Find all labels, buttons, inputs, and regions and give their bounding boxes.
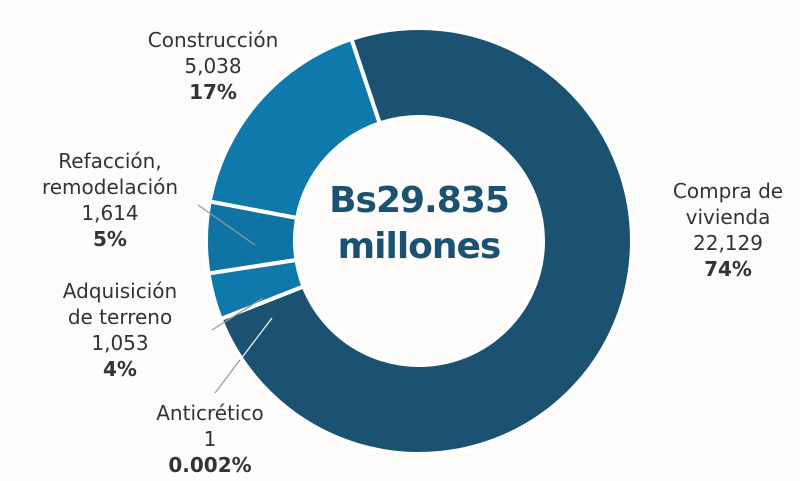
slice-label: Compra de vivienda 22,129 74% (653, 178, 800, 282)
center-label: Bs29.835 millones (329, 180, 510, 267)
leader-line (211, 297, 264, 331)
percent-label: 5% (93, 227, 127, 251)
slice-label: Adquisición de terreno 1,053 4% (50, 278, 190, 382)
slice-label: Anticrético 1 0.002% (125, 400, 295, 478)
value-label: 22,129 (693, 231, 763, 255)
value-label: 1,614 (81, 201, 139, 225)
percent-label: 4% (103, 357, 137, 381)
slice (218, 26, 634, 456)
category: Adquisición de terreno (62, 279, 178, 329)
percent-label: 0.002% (168, 453, 252, 477)
percent-label: 74% (704, 257, 752, 281)
category: Compra de vivienda (672, 179, 784, 229)
category: Anticrético (156, 401, 264, 425)
category: Refacción, remodelación (41, 149, 179, 199)
leader-line (197, 204, 256, 246)
slice-label: Refacción, remodelación 1,614 5% (15, 148, 205, 252)
category: Construcción (147, 28, 279, 52)
value-label: 1,053 (91, 331, 149, 355)
percent-label: 17% (189, 80, 237, 104)
value-label: 5,038 (184, 54, 242, 78)
slice (207, 36, 383, 221)
leader-line (214, 359, 241, 394)
slice-label: Construcción 5,038 17% (118, 27, 308, 105)
value-label: 1 (203, 427, 217, 451)
